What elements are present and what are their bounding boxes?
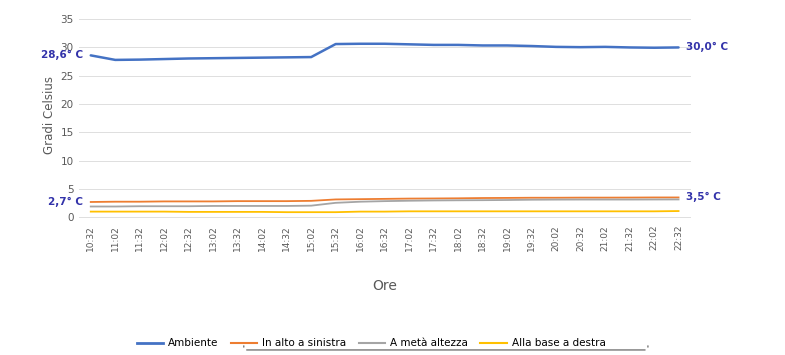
Legend: Ambiente, In alto a sinistra, A metà altezza, Alla base a destra: Ambiente, In alto a sinistra, A metà alt… (133, 334, 610, 353)
Text: 3,5° C: 3,5° C (686, 192, 721, 202)
Text: 30,0° C: 30,0° C (686, 42, 728, 53)
Y-axis label: Gradi Celsius: Gradi Celsius (43, 76, 57, 154)
Text: 28,6° C: 28,6° C (42, 50, 83, 60)
Text: Ore: Ore (372, 279, 397, 293)
Text: 2,7° C: 2,7° C (49, 197, 83, 207)
